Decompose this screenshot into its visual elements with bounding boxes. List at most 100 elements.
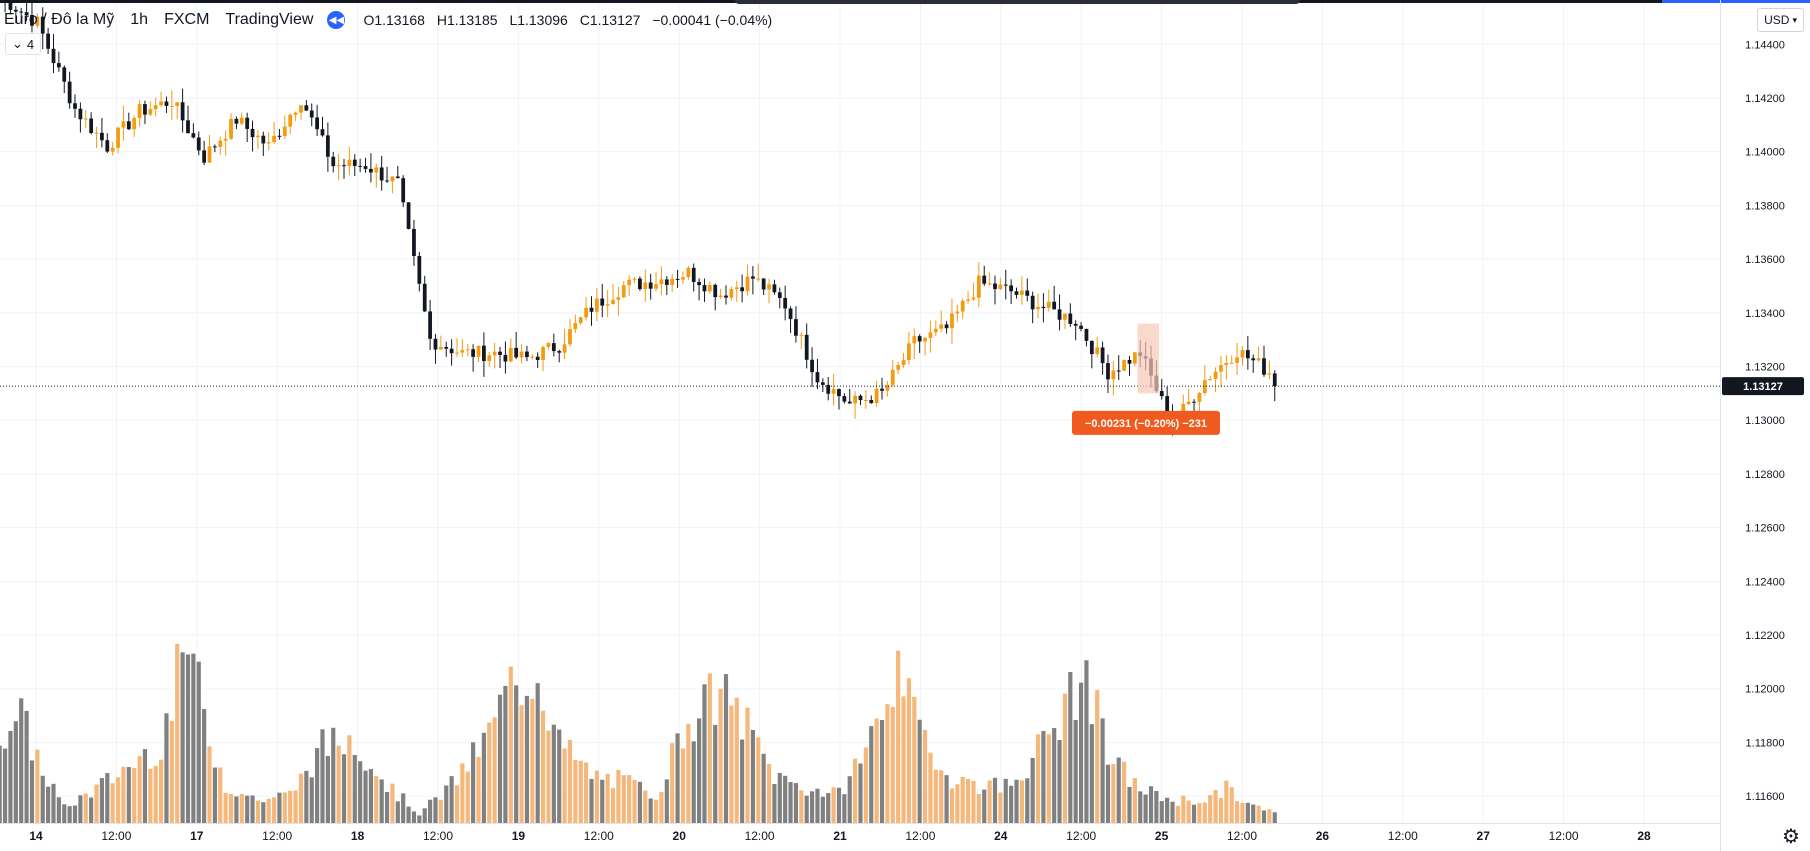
candle-body [46,33,50,49]
candle-body [320,129,325,136]
volume-bar [1143,794,1148,823]
symbol-title[interactable]: Euro / Đô la Mỹ [4,11,115,28]
candle-body [761,278,766,290]
volume-bar [1208,795,1213,823]
time-tick-label: 12:00 [745,829,775,843]
volume-bar [331,727,336,823]
candle-body [605,304,610,306]
volume-bar [492,717,497,823]
volume-bar [374,776,379,823]
volume-bar [207,746,212,823]
volume-bar [347,735,352,823]
volume-bar [433,797,438,823]
volume-bar [1170,801,1175,823]
volume-bar [729,705,734,823]
candle-body [831,389,836,394]
ohlc-values: O1.13168 H1.13185 L1.13096 C1.13127 −0.0… [363,12,780,28]
candle-body [1272,373,1277,387]
candle-body [767,284,771,290]
volume-bar [734,697,739,823]
volume-bar [51,783,56,823]
candle-body [890,369,895,385]
volume-bar [1078,682,1084,823]
candle-body [568,329,572,345]
candle-body [638,278,642,289]
chart-grid [0,4,1720,823]
candle-body [541,347,545,361]
candle-body [471,349,476,357]
volume-bar [869,726,874,823]
volume-bar [99,778,104,823]
time-tick-label: 12:00 [1066,829,1096,843]
candle-body [966,299,970,301]
time-tick-label: 12:00 [1388,829,1418,843]
candle-body [40,16,45,34]
price-axis[interactable] [1720,0,1810,851]
candle-body [584,307,588,318]
candle-body [1030,295,1035,310]
volume-bar [546,730,551,823]
candle-body [777,292,782,299]
volume-bar [239,793,244,823]
candle-body [842,396,847,402]
volume-bar [1062,693,1068,823]
volume-bar [917,719,922,823]
volume-bar [562,748,567,823]
volume-bar [793,783,799,823]
candle-body [772,284,777,293]
volume-bar [799,790,804,823]
candle-body [169,105,174,107]
price-axis-labels: 1.14400 1.14200 1.14000 1.13800 1.13600 1.134… [1745,39,1785,803]
volume-bar [2,748,8,823]
volume-bar [390,783,395,823]
time-axis-border [0,823,1720,824]
candle-body [401,178,406,203]
volume-bar [277,792,282,823]
candle-body [745,276,750,292]
time-tick-label: 12:00 [262,829,292,843]
candle-body [1267,373,1272,375]
volume-bar [1256,805,1261,823]
replay-icon[interactable]: ◀◀ [327,11,346,29]
price-tick-label: 1.12800 [1745,469,1785,481]
volume-bar [1132,778,1137,823]
candle-body [1079,325,1083,329]
candle-body [917,336,922,342]
candle-body [594,298,599,312]
chevron-down-icon: ▾ [1792,14,1797,25]
candle-body [503,354,508,362]
ohlc-change: −0.00041 (−0.04%) [652,12,773,28]
candle-body [734,287,739,289]
volume-bar [874,718,879,823]
volume-bar [1041,730,1046,823]
candle-body [390,176,395,182]
volume-bar [497,694,503,823]
candle-body [1095,347,1100,355]
ohlc-open: O1.13168 [363,12,425,28]
indicators-toggle-button[interactable]: ⌄ 4 [5,33,42,55]
volume-bar [723,674,729,823]
candle-body [815,372,820,383]
candle-body [438,346,443,350]
candle-body [78,108,83,120]
candle-body [1235,357,1239,363]
candle-body [272,135,276,143]
volume-bar [1100,718,1105,823]
gear-icon[interactable]: ⚙ [1782,825,1800,848]
candle-body [126,121,131,130]
volume-bar [557,729,562,823]
candle-body [907,343,911,361]
volume-bar [890,706,895,823]
volume-bar [304,770,309,823]
price-tick-label: 1.13800 [1745,200,1785,212]
interval-label[interactable]: 1h [130,11,149,28]
candle-body [729,288,734,298]
currency-button[interactable]: USD ▾ [1757,8,1804,32]
current-price-badge [1722,377,1804,396]
candle-body [455,352,459,354]
candle-body [901,360,906,365]
volume-bar [422,808,427,823]
candle-body [589,307,594,312]
candle-body [234,118,239,124]
